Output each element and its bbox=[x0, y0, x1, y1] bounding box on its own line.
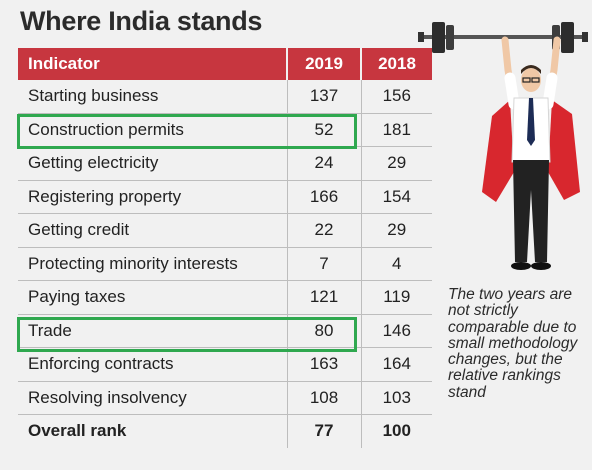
page-title: Where India stands bbox=[20, 6, 263, 36]
table-row: Protecting minority interests 7 4 bbox=[18, 247, 432, 281]
rank-2019-cell: 22 bbox=[287, 213, 362, 248]
indicator-cell: Registering property bbox=[18, 180, 288, 214]
rank-2018-cell: 164 bbox=[361, 347, 432, 382]
table-row: Resolving insolvency 108 103 bbox=[18, 381, 432, 415]
table-header-row: Indicator 2019 2018 bbox=[18, 48, 432, 80]
header-2019: 2019 bbox=[287, 48, 362, 80]
rank-2019-cell: 52 bbox=[287, 113, 362, 147]
indicator-cell: Paying taxes bbox=[18, 280, 288, 315]
table-row: Enforcing contracts 163 164 bbox=[18, 347, 432, 382]
indicator-cell: Resolving insolvency bbox=[18, 381, 288, 415]
header-indicator: Indicator bbox=[18, 48, 288, 80]
superhero-weightlifter-icon bbox=[418, 22, 588, 270]
rank-2018-cell: 146 bbox=[361, 314, 432, 348]
rank-2018-cell: 29 bbox=[361, 146, 432, 181]
rank-2019-cell: 108 bbox=[287, 381, 362, 415]
rank-2019-cell: 121 bbox=[287, 280, 362, 315]
table-row: Registering property 166 154 bbox=[18, 180, 432, 214]
rank-2018-cell: 119 bbox=[361, 280, 432, 315]
table-row: Paying taxes 121 119 bbox=[18, 280, 432, 315]
table-row: Trade 80 146 bbox=[18, 314, 432, 348]
rank-2018-cell: 100 bbox=[382, 421, 411, 441]
rank-2019-cell: 163 bbox=[287, 347, 362, 382]
rank-2018-cell: 154 bbox=[361, 180, 432, 214]
rank-2019-cell: 24 bbox=[287, 146, 362, 181]
rank-2018-cell: 29 bbox=[361, 213, 432, 248]
indicator-cell: Trade bbox=[18, 314, 288, 348]
table-row: Getting electricity 24 29 bbox=[18, 146, 432, 181]
rank-2018-cell: 4 bbox=[361, 247, 432, 281]
rank-2018-cell: 103 bbox=[361, 381, 432, 415]
indicator-cell: Protecting minority interests bbox=[18, 247, 288, 281]
rank-2019-cell: 137 bbox=[287, 80, 362, 114]
table-row: Construction permits 52 181 bbox=[18, 113, 432, 147]
rank-2018-cell: 181 bbox=[361, 113, 432, 147]
table-row: Starting business 137 156 bbox=[18, 80, 432, 114]
rank-2019-cell: 77 bbox=[287, 414, 362, 448]
indicator-cell: Overall rank bbox=[18, 414, 288, 448]
methodology-note: The two years are not strictly comparabl… bbox=[448, 286, 578, 401]
rank-2019-cell: 166 bbox=[287, 180, 362, 214]
indicator-cell: Getting electricity bbox=[18, 146, 288, 181]
indicator-cell: Construction permits bbox=[18, 113, 288, 147]
rankings-table: Indicator 2019 2018 Starting business 13… bbox=[18, 48, 432, 448]
rank-2019-cell: 80 bbox=[287, 314, 362, 348]
table-row: Getting credit 22 29 bbox=[18, 213, 432, 248]
rank-2018-cell: 156 bbox=[361, 80, 432, 114]
header-2018: 2018 bbox=[361, 48, 432, 80]
rank-2019-cell: 7 bbox=[287, 247, 362, 281]
indicator-cell: Getting credit bbox=[18, 213, 288, 248]
indicator-cell: Starting business bbox=[18, 80, 288, 114]
table-row-total: Overall rank 77 100 bbox=[18, 414, 432, 448]
indicator-cell: Enforcing contracts bbox=[18, 347, 288, 382]
